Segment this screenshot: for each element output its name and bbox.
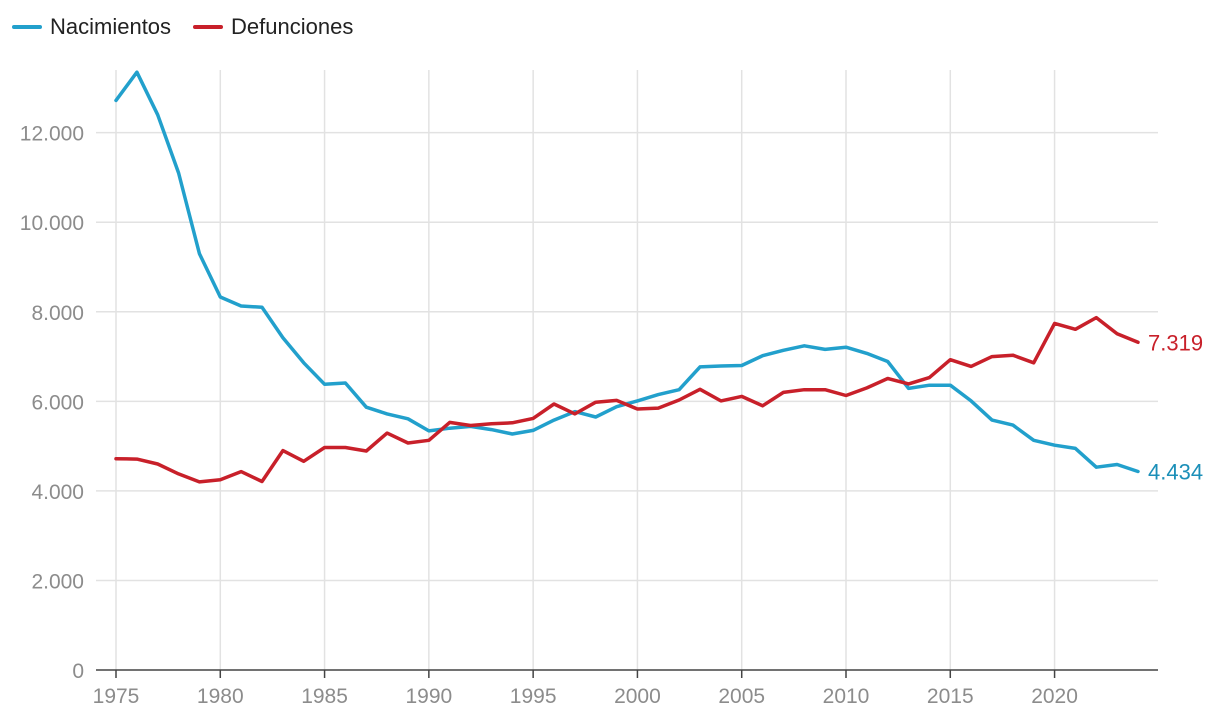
x-tick-label: 1975 [93,685,140,708]
end-label-nacimientos: 4.434 [1148,459,1203,484]
gridlines [96,70,1158,670]
x-tick-label: 2015 [927,685,974,708]
x-tick-label: 2010 [823,685,870,708]
y-tick-label: 4.000 [31,481,84,504]
y-tick-label: 12.000 [20,123,84,146]
y-tick-label: 6.000 [31,391,84,414]
x-tick-label: 2000 [614,685,661,708]
x-tick-label: 1990 [405,685,452,708]
y-tick-label: 8.000 [31,302,84,325]
end-labels: 4.434 7.319 [1148,330,1203,484]
y-tick-label: 0 [72,660,84,683]
y-tick-label: 2.000 [31,570,84,593]
x-tick-label: 2005 [718,685,765,708]
end-label-defunciones: 7.319 [1148,330,1203,355]
series-lines [114,70,1140,484]
x-tick-label: 1995 [510,685,557,708]
chart-legend: Nacimientos Defunciones [12,14,375,40]
legend-swatch-defunciones [193,25,224,29]
legend-item-defunciones: Defunciones [193,14,353,40]
legend-label-defunciones: Defunciones [231,14,354,39]
x-tick-label: 1980 [197,685,244,708]
axes: 0 2.000 4.000 6.000 8.000 10.000 12.000 1975 198… [20,123,1158,708]
legend-swatch-nacimientos [12,25,42,29]
series-line-defunciones [114,315,1140,484]
x-tick-label: 1985 [301,685,348,708]
legend-item-nacimientos: Nacimientos [12,14,171,40]
legend-label-nacimientos: Nacimientos [50,14,172,39]
x-tick-label: 2020 [1031,685,1078,708]
y-tick-label: 10.000 [20,212,84,235]
